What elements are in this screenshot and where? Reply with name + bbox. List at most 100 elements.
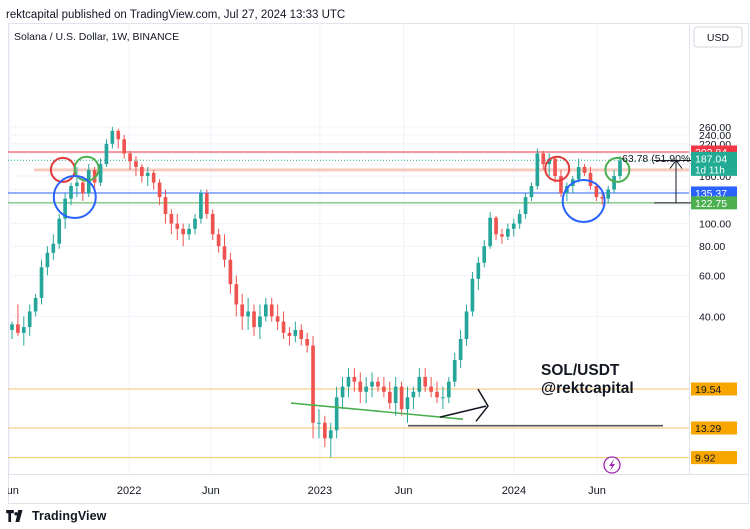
candle-body [446, 381, 451, 398]
candle [104, 139, 109, 167]
candle-body [92, 169, 97, 183]
candle-body [305, 339, 309, 346]
candle-body [417, 376, 422, 392]
candle [464, 304, 469, 346]
candle-body [470, 278, 475, 312]
candle-body [411, 391, 416, 398]
candle-body [110, 130, 115, 144]
candle [204, 189, 209, 219]
candle [281, 311, 286, 340]
candle-body [281, 321, 286, 333]
candle-body [328, 430, 333, 439]
lightning-icon[interactable] [603, 456, 621, 474]
candle-body [10, 324, 14, 330]
candle-body [323, 422, 327, 439]
candle-body [145, 172, 150, 177]
candle-body [128, 153, 132, 162]
candle [618, 155, 622, 180]
price-badge-value: 122.75 [695, 198, 727, 210]
candle [346, 368, 351, 398]
candle [140, 164, 144, 183]
candle [116, 128, 121, 149]
candle-body [340, 386, 345, 398]
candle [199, 189, 203, 224]
candle-body [75, 182, 79, 186]
candle [417, 368, 422, 398]
candle [358, 372, 363, 404]
candle-body [16, 324, 20, 333]
candle [51, 234, 56, 260]
candle-body [181, 228, 186, 235]
candle-body [452, 360, 457, 382]
candle [63, 193, 67, 229]
price-badge-bg [691, 451, 737, 465]
price-badge-value: 19.54 [695, 384, 721, 396]
candle [10, 321, 14, 340]
candle-body [140, 166, 144, 177]
candle [476, 256, 481, 290]
y-tick-label: 260.00 [699, 122, 731, 134]
price-badge: 13.29 [691, 421, 737, 435]
annotation-circle [561, 179, 606, 224]
candle [500, 228, 504, 244]
candle [588, 166, 593, 190]
candle-body [482, 246, 487, 263]
candle-body [618, 160, 622, 177]
y-tick-label: 80.00 [699, 241, 725, 253]
candle-body [500, 234, 504, 237]
candle [145, 166, 150, 186]
candle-body [228, 259, 233, 285]
candle [216, 228, 221, 253]
candle-body [441, 397, 445, 399]
candle [370, 372, 374, 398]
candle-body [393, 386, 398, 404]
currency-button[interactable]: USD [693, 26, 743, 48]
candle [452, 352, 457, 387]
candle-body [157, 182, 162, 198]
candle-body [151, 172, 156, 183]
candle [382, 376, 386, 398]
candle [110, 126, 115, 149]
candle-body [122, 139, 126, 154]
x-tick-label: Jun [588, 485, 606, 497]
candle [511, 218, 516, 237]
candle-body [311, 345, 315, 423]
candle [399, 381, 404, 416]
candle [535, 148, 540, 190]
candle-body [506, 228, 510, 237]
candle-body [51, 243, 56, 253]
candle [228, 252, 233, 294]
candle-body [210, 213, 215, 235]
x-tick-label: Jun [8, 485, 19, 497]
candle-body [606, 189, 611, 199]
candle [340, 376, 345, 410]
candle [163, 189, 168, 224]
candle-body [39, 267, 44, 298]
candle-body [293, 329, 298, 336]
candle-body [429, 386, 433, 392]
candle [27, 304, 32, 336]
candle [234, 275, 239, 317]
candle-body [258, 316, 262, 328]
candle [21, 316, 26, 346]
price-badge-value: 13.29 [695, 423, 721, 435]
candle [128, 150, 132, 170]
price-chart[interactable]: 40.0060.0080.00100.00120.00140.00160.001… [8, 23, 749, 504]
x-tick-label: 2024 [502, 485, 526, 497]
candle-body [405, 397, 410, 410]
resistance-zone [34, 168, 689, 172]
candle [576, 158, 581, 183]
candle [69, 182, 73, 206]
candle [594, 182, 599, 202]
candle [169, 209, 174, 235]
annotation-circle [52, 175, 97, 220]
candle-body [21, 327, 26, 333]
candle-body [216, 234, 221, 247]
candle-body [134, 161, 138, 167]
chart-frame[interactable]: 40.0060.0080.00100.00120.00140.00160.001… [8, 23, 749, 504]
candle-body [541, 153, 546, 165]
candle [547, 153, 551, 177]
candle-body [163, 197, 168, 214]
candle [323, 415, 327, 448]
